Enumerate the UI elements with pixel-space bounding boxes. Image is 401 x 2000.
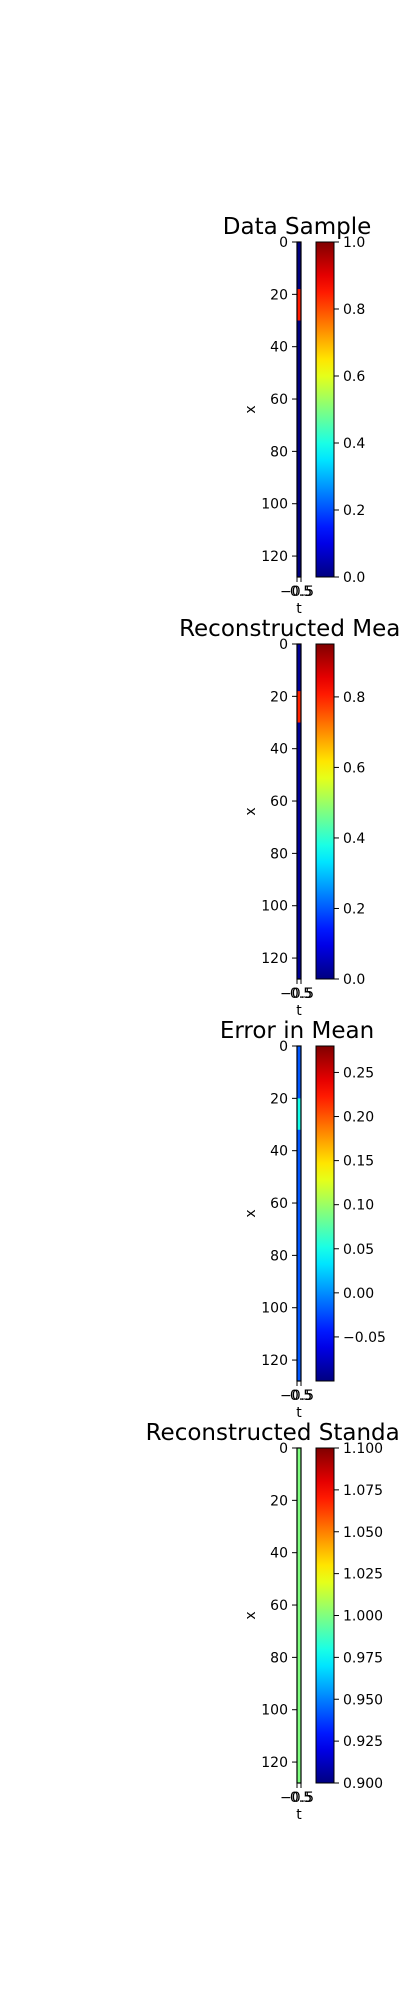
y-tick-label: 80 <box>270 846 288 862</box>
y-tick-label: 120 <box>261 951 288 967</box>
x-tick-label: 0.5 <box>290 1388 312 1404</box>
y-tick-label: 80 <box>270 1248 288 1264</box>
y-tick-label: 20 <box>270 1493 288 1509</box>
x-axis-label: t <box>296 1003 302 1019</box>
y-tick-label: 0 <box>279 1039 288 1055</box>
heatmap-cells <box>297 644 301 979</box>
x-tick-label: −0.5 <box>280 986 314 1002</box>
colorbar-tick-label: 0.0 <box>343 570 365 586</box>
colorbar-tick-label: 0.4 <box>343 831 365 847</box>
heatmap-feature <box>297 691 301 723</box>
y-tick-label: 20 <box>270 287 288 303</box>
x-axis-label: t <box>296 1807 302 1823</box>
y-axis-label: x <box>243 405 259 413</box>
y-tick-label: 100 <box>261 497 288 513</box>
heatmap-frame <box>296 1447 302 1784</box>
colorbar-tick-label: 0.2 <box>343 901 365 917</box>
y-tick-label: 40 <box>270 1144 288 1160</box>
colorbar-tick-label: 0.15 <box>343 1154 374 1170</box>
colorbar-tick-label: 1.0 <box>343 235 365 251</box>
x-tick-label: −0.5 <box>280 1388 314 1404</box>
y-tick-label: 120 <box>261 549 288 565</box>
colorbar-tick-label: 0.8 <box>343 690 365 706</box>
colorbar-tick-label: 0.10 <box>343 1198 374 1214</box>
chart-title: Error in Mean <box>220 1018 374 1044</box>
colorbar <box>315 643 335 980</box>
x-tick-label: 0.5 <box>290 584 312 600</box>
colorbar-tick-label: 0.8 <box>343 302 365 318</box>
chart-panel: Reconstructed Standard D0 20 40 60 80 100 120 x… <box>146 1420 401 1823</box>
y-tick-label: 40 <box>270 1546 288 1562</box>
colorbar-tick-label: −0.05 <box>343 1330 386 1346</box>
y-tick-label: 100 <box>261 1703 288 1719</box>
colorbar-tick-label: 0.25 <box>343 1065 374 1081</box>
colorbar-tick-label: 0.05 <box>343 1242 374 1258</box>
chart-title: Data Sample <box>223 214 371 240</box>
heatmap-feature <box>297 289 301 321</box>
y-tick-label: 60 <box>270 1196 288 1212</box>
heatmap-frame <box>296 1045 302 1382</box>
heatmap-cells <box>297 1046 301 1381</box>
y-tick-label: 60 <box>270 794 288 810</box>
y-tick-label: 60 <box>270 1598 288 1614</box>
colorbar-tick-label: 1.025 <box>343 1567 383 1583</box>
colorbar-tick-label: 1.000 <box>343 1609 383 1625</box>
colorbar-tick-label: 0.900 <box>343 1776 383 1792</box>
chart-title: Reconstructed Standard D <box>146 1420 401 1446</box>
y-axis-label: x <box>243 807 259 815</box>
heatmap-frame <box>296 643 302 980</box>
colorbar-tick-label: 0.975 <box>343 1650 383 1666</box>
y-tick-label: 20 <box>270 1091 288 1107</box>
y-axis-label: x <box>243 1209 259 1217</box>
y-tick-label: 100 <box>261 899 288 915</box>
x-tick-label: −0.5 <box>280 1790 314 1806</box>
x-axis-label: t <box>296 601 302 617</box>
y-tick-label: 0 <box>279 637 288 653</box>
x-tick-label: −0.5 <box>280 584 314 600</box>
x-tick-label: 0.5 <box>290 986 312 1002</box>
y-tick-label: 60 <box>270 392 288 408</box>
y-tick-label: 0 <box>279 235 288 251</box>
y-tick-label: 120 <box>261 1755 288 1771</box>
colorbar-tick-label: 0.950 <box>343 1692 383 1708</box>
heatmap-feature <box>297 1098 301 1130</box>
colorbar-tick-label: 0.6 <box>343 369 365 385</box>
colorbar-tick-label: 0.0 <box>343 972 365 988</box>
y-tick-label: 0 <box>279 1441 288 1457</box>
colorbar-tick-label: 0.00 <box>343 1286 374 1302</box>
colorbar-tick-label: 1.100 <box>343 1441 383 1457</box>
colorbar-tick-label: 0.925 <box>343 1734 383 1750</box>
colorbar <box>315 1045 335 1382</box>
y-tick-label: 20 <box>270 689 288 705</box>
heatmap-cells <box>297 1448 301 1783</box>
y-tick-label: 80 <box>270 1650 288 1666</box>
colorbar-tick-label: 1.075 <box>343 1483 383 1499</box>
x-tick-label: 0.5 <box>290 1790 312 1806</box>
y-axis-label: x <box>243 1611 259 1619</box>
chart-title: Reconstructed Mean <box>179 616 401 642</box>
x-axis-label: t <box>296 1405 302 1421</box>
y-tick-label: 40 <box>270 742 288 758</box>
colorbar-tick-label: 0.4 <box>343 436 365 452</box>
heatmap-cells <box>297 242 301 577</box>
y-tick-label: 120 <box>261 1353 288 1369</box>
colorbar-tick-label: 0.6 <box>343 760 365 776</box>
colorbar-tick-label: 1.050 <box>343 1525 383 1541</box>
colorbar-tick-label: 0.2 <box>343 503 365 519</box>
chart-panel: Reconstructed Mean020406080100120x−0.50.… <box>179 616 401 1019</box>
colorbar-tick-label: 0.20 <box>343 1110 374 1126</box>
colorbar <box>315 1447 335 1784</box>
colorbar <box>315 241 335 578</box>
y-tick-label: 40 <box>270 340 288 356</box>
y-tick-label: 100 <box>261 1301 288 1317</box>
y-tick-label: 80 <box>270 444 288 460</box>
heatmap-frame <box>296 241 302 578</box>
